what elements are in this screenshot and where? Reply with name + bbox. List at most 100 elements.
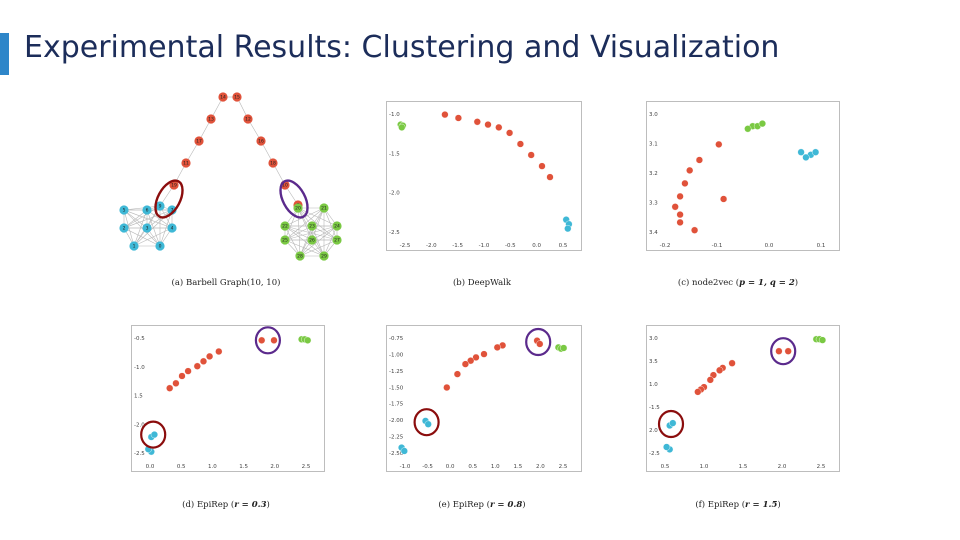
- x-tick-label: -2.5: [400, 243, 411, 249]
- y-tick-label: -0.75: [389, 336, 404, 342]
- caption-c-end: ): [794, 278, 799, 288]
- barbell-node-right-clique-label: 29: [321, 254, 327, 260]
- data-point: [441, 111, 449, 119]
- caption-f-text: (f) EpiRep (: [695, 500, 746, 510]
- data-point: [546, 173, 554, 181]
- series-green: [554, 343, 568, 353]
- y-tick-label: 2.0: [649, 428, 658, 434]
- y-tick-label: 3.1: [649, 142, 658, 148]
- barbell-node-right-clique-label: 23: [309, 224, 315, 230]
- data-point: [424, 420, 432, 428]
- highlight-purple-ellipse: [525, 327, 552, 357]
- caption-c-params: p = 1, q = 2: [739, 278, 795, 288]
- caption-f-params: r = 1.5: [745, 500, 778, 510]
- barbell-node-left-clique: [119, 205, 129, 215]
- barbell-graph: 1415131711191216181089567234102021222324…: [119, 92, 342, 261]
- panel-a-barbell-graph: 1415131711191216181089567234102021222324…: [112, 88, 362, 268]
- barbell-node-right-chain-label: 10: [282, 183, 288, 189]
- caption-f: (f) EpiRep (r = 1.5): [695, 500, 780, 510]
- barbell-node-right-clique: [332, 221, 342, 231]
- data-point: [797, 148, 805, 156]
- barbell-node-top-left-label: 14: [220, 95, 226, 101]
- y-tick-label: 3.4: [649, 230, 658, 236]
- y-tick-label: 3.2: [649, 171, 658, 177]
- series-green: [744, 120, 767, 133]
- data-point: [480, 350, 488, 358]
- data-point: [818, 336, 827, 344]
- data-point: [193, 362, 201, 370]
- data-point: [715, 366, 724, 374]
- caption-a: (a) Barbell Graph(10, 10): [172, 278, 281, 288]
- data-point: [812, 148, 820, 156]
- data-point: [443, 383, 451, 392]
- data-point: [744, 125, 752, 133]
- data-point: [505, 129, 514, 137]
- x-tick-label: -0.1: [712, 243, 723, 249]
- y-tick-label: -1.25: [389, 369, 404, 375]
- x-tick-label: 0.0: [765, 243, 774, 249]
- plot-f-epirep: 0.5 1.0 1.5 2.0 2.5 3.0 3.5 1.0 -1.5 2.0 -2.5: [646, 325, 840, 472]
- caption-a-text: (a) Barbell Graph(10, 10): [171, 278, 281, 288]
- data-point: [472, 353, 480, 362]
- barbell-node-left-clique-label: 0: [159, 244, 162, 250]
- data-point: [199, 357, 208, 365]
- caption-b: (b) DeepWalk: [453, 278, 511, 288]
- barbell-node-right-clique-label: 24: [334, 224, 340, 230]
- x-tick-label: 1.5: [513, 464, 522, 470]
- x-tick-label: 2.5: [817, 464, 826, 470]
- data-point: [304, 336, 312, 344]
- x-tick-label: 2.0: [270, 464, 279, 470]
- barbell-node-left-chain: [194, 136, 204, 146]
- barbell-node-left-chain: [169, 180, 179, 190]
- data-point: [398, 123, 406, 132]
- barbell-node-right-clique-label: 26: [309, 238, 315, 244]
- x-tick-label: 2.5: [302, 464, 311, 470]
- series-blue: [562, 216, 573, 233]
- barbell-node-right-clique: [319, 203, 329, 213]
- plot-e-epirep: -1.0 -0.5 0.0 0.5 1.0 1.5 2.0 2.5 -0.75 -1.00 -1.2…: [386, 325, 582, 472]
- barbell-node-left-clique-label: 1: [133, 244, 136, 250]
- scatter-e: -1.0 -0.5 0.0 0.5 1.0 1.5 2.0 2.5 -0.75 -1.00 -1.2…: [389, 327, 568, 470]
- barbell-node-right-clique: [280, 221, 290, 231]
- caption-d-text: (d) EpiRep (: [182, 500, 235, 510]
- y-tick-label: -2.0: [389, 191, 400, 197]
- data-point: [706, 376, 714, 384]
- data-point: [719, 195, 728, 203]
- barbell-node-right-chain-label: 12: [245, 117, 251, 123]
- series-green: [397, 121, 407, 132]
- y-tick-label: -2.0: [134, 422, 145, 428]
- x-tick-label: 2.0: [536, 464, 545, 470]
- caption-b-text: (b) DeepWalk: [452, 278, 512, 288]
- data-point: [728, 359, 736, 367]
- data-point: [564, 224, 572, 233]
- barbell-node-right-clique: [280, 235, 290, 245]
- barbell-node-left-clique-label: 2: [123, 226, 126, 232]
- barbell-node-left-clique-label: 4: [171, 226, 174, 232]
- y-tick-label: -1.0: [134, 365, 145, 371]
- y-tick-label: -2.00: [389, 418, 404, 424]
- highlight-red-ellipse: [154, 179, 184, 219]
- barbell-node-left-chain-label: 11: [183, 161, 189, 167]
- data-point: [671, 203, 679, 211]
- data-point: [400, 447, 408, 455]
- x-tick-label: 0.5: [559, 243, 568, 249]
- y-tick-label: 1.0: [649, 382, 658, 388]
- data-point: [493, 343, 501, 352]
- barbell-node-right-clique: [307, 221, 317, 231]
- barbell-node-right-chain: [256, 136, 266, 146]
- barbell-node-left-clique: [142, 223, 152, 233]
- barbell-node-left-clique: [119, 223, 129, 233]
- x-tick-label: 0.5: [661, 464, 670, 470]
- data-point: [467, 357, 475, 365]
- barbell-node-right-clique: [319, 251, 329, 261]
- barbell-node-top-left: [218, 92, 228, 102]
- y-tick-label: 3.5: [649, 359, 658, 365]
- x-tick-label: 1.5: [239, 464, 248, 470]
- x-tick-label: -2.0: [426, 243, 437, 249]
- barbell-node-left-clique-label: 9: [159, 204, 162, 210]
- data-point: [453, 370, 462, 378]
- highlight-red-ellipse: [140, 420, 167, 449]
- data-point: [258, 336, 266, 344]
- data-point: [516, 140, 525, 148]
- data-point: [681, 179, 689, 188]
